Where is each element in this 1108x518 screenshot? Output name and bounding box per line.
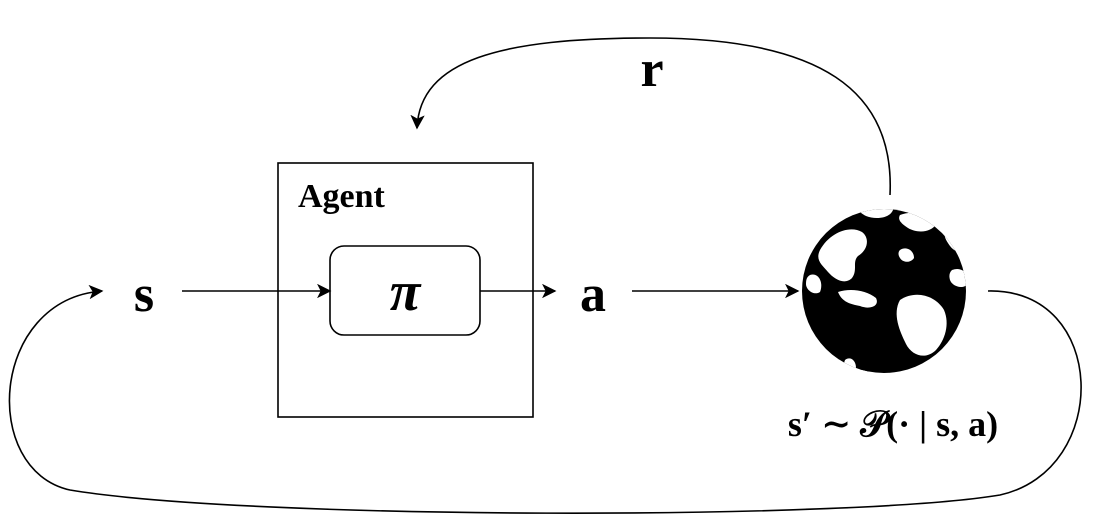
state-label: s	[134, 266, 154, 323]
reward-label: r	[640, 41, 663, 98]
reward-arrow	[410, 37, 891, 196]
globe-icon	[802, 209, 966, 373]
transition-label: s′ ∼ 𝒫(· | s, a)	[788, 404, 998, 444]
agent-title: Agent	[298, 178, 386, 215]
agent-box	[277, 162, 534, 418]
policy-symbol: π	[390, 261, 422, 323]
action-label: a	[580, 266, 606, 323]
next-state-loop-arrow	[8, 284, 1082, 514]
